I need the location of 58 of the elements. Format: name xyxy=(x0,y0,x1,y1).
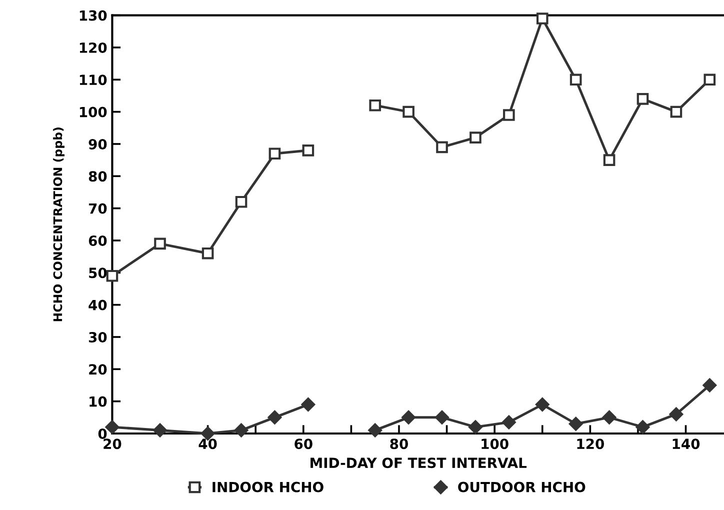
point xyxy=(535,398,550,412)
point xyxy=(369,99,381,112)
point xyxy=(268,148,281,160)
y-tick-label: 110 xyxy=(80,74,107,86)
x-tick-label: 80 xyxy=(390,438,408,450)
point xyxy=(636,420,650,434)
point xyxy=(153,423,167,438)
point xyxy=(502,415,516,430)
point xyxy=(301,398,316,412)
point xyxy=(570,74,582,86)
y-tick-label: 20 xyxy=(89,364,107,375)
x-axis-title: MID-DAY OF TEST INTERVAL xyxy=(310,458,527,468)
y-tick-label: 90 xyxy=(88,138,107,150)
point xyxy=(468,420,482,434)
x-tick-label: 40 xyxy=(198,438,217,450)
point xyxy=(202,247,214,260)
y-tick-label: 60 xyxy=(88,235,107,246)
point xyxy=(470,132,482,144)
y-tick-label: 80 xyxy=(88,171,107,182)
y-axis-title: HCHO CONCENTRATION (ppb) xyxy=(53,128,64,322)
point xyxy=(268,410,282,424)
point xyxy=(536,12,548,24)
point xyxy=(503,109,515,121)
point xyxy=(568,416,583,431)
point xyxy=(302,144,314,156)
point xyxy=(402,410,416,424)
y-tick-label: 10 xyxy=(90,396,107,407)
point xyxy=(154,238,166,250)
point xyxy=(669,407,684,422)
y-tick-label: 0 xyxy=(98,428,107,439)
point xyxy=(368,423,382,438)
y-tick-label: 120 xyxy=(80,42,107,53)
legend-label: OUTDOOR HCHO xyxy=(458,482,586,492)
point xyxy=(702,378,717,392)
point xyxy=(435,410,449,424)
point xyxy=(603,154,616,166)
point xyxy=(436,141,448,154)
point xyxy=(636,93,649,105)
y-tick-label: 50 xyxy=(89,268,107,278)
point xyxy=(602,410,616,424)
point xyxy=(670,106,682,118)
x-tick-label: 60 xyxy=(294,438,312,450)
point xyxy=(234,423,248,438)
point xyxy=(402,106,414,118)
point xyxy=(105,420,120,434)
legend-label: INDOOR HCHO xyxy=(212,482,324,492)
y-tick-label: 130 xyxy=(80,10,107,21)
y-tick-label: 40 xyxy=(88,300,107,310)
x-tick-label: 20 xyxy=(104,438,122,450)
x-tick-label: 100 xyxy=(482,438,508,450)
point xyxy=(106,270,118,282)
y-tick-label: 70 xyxy=(88,203,107,214)
y-tick-label: 30 xyxy=(88,332,107,342)
point xyxy=(704,74,716,86)
y-tick-label: 100 xyxy=(80,106,107,118)
x-tick-label: 120 xyxy=(577,438,604,450)
point xyxy=(235,196,248,208)
x-tick-label: 140 xyxy=(672,438,700,450)
